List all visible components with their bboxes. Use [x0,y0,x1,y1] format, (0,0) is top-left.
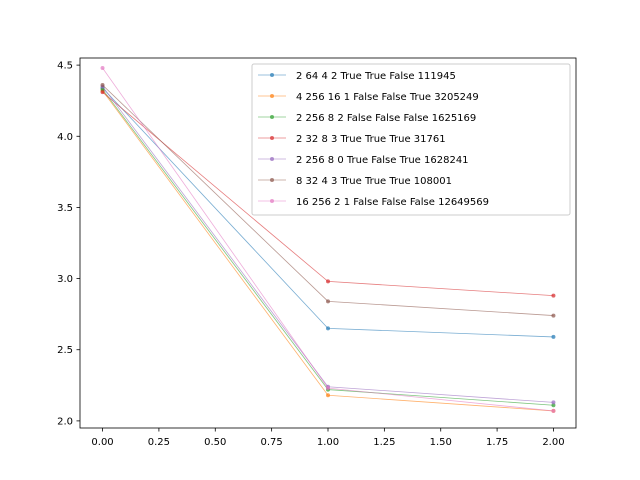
legend-box [251,63,571,216]
series-0-point-1 [326,326,330,331]
series-6 [100,65,556,413]
x-tick-label: 0.25 [148,437,170,448]
x-tick-label: 1.50 [430,437,452,448]
legend-label-3: 2 32 8 3 True True True 31761 [296,134,446,145]
series-layer [100,65,556,413]
series-3-point-0 [100,90,105,95]
series-6-point-2 [551,408,556,413]
legend-marker-6 [270,199,274,203]
series-2-point-2 [551,403,556,408]
x-tick-label: 0.75 [261,437,283,448]
y-tick-label: 4.5 [57,61,73,72]
series-6-point-0 [100,65,105,70]
legend-marker-0 [270,73,274,77]
legend-marker-5 [270,178,274,182]
series-5-point-0 [100,83,105,88]
legend-marker-3 [270,136,274,140]
series-5 [100,83,556,318]
legend-label-2: 2 256 8 2 False False False 1625169 [296,113,476,124]
x-tick-label: 2.00 [542,437,564,448]
y-tick-label: 2.0 [57,416,73,427]
legend-label-6: 16 256 2 1 False False False 12649569 [296,197,489,208]
legend-marker-1 [270,94,274,98]
legend: 2 64 4 2 True True False 111945 4 256 16 … [251,63,571,216]
x-tick-label: 1.75 [486,437,508,448]
x-tick-label: 1.00 [317,437,339,448]
y-tick-label: 3.0 [57,274,73,285]
legend-label-4: 2 256 8 0 True False True 1628241 [296,155,469,166]
legend-label-0: 2 64 4 2 True True False 111945 [296,71,456,82]
series-1-point-1 [326,393,330,398]
y-tick-label: 4.0 [57,132,73,143]
y-tick-label: 2.5 [57,345,73,356]
x-tick-label: 0.50 [204,437,226,448]
series-5-point-1 [326,299,330,304]
legend-label-5: 8 32 4 3 True True True 108001 [296,176,452,187]
series-5-point-2 [551,313,556,318]
x-tick-label: 0.00 [91,437,113,448]
x-tick-label: 1.25 [373,437,395,448]
y-tick-label: 3.5 [57,203,73,214]
y-axis: 2.0 2.5 3.0 3.5 4.0 4.5 [57,61,80,427]
series-6-point-1 [326,386,330,391]
series-3-point-2 [551,293,556,298]
series-3-point-1 [326,279,330,284]
legend-marker-4 [270,157,274,161]
series-4-point-2 [551,400,556,405]
series-3 [100,90,556,298]
legend-marker-2 [270,115,274,119]
series-0-point-2 [551,334,556,339]
x-axis: 0.00 0.25 0.50 0.75 1.00 1.25 1.50 1.75 2.00 [91,428,565,448]
legend-label-1: 4 256 16 1 False False True 3205249 [296,92,479,103]
